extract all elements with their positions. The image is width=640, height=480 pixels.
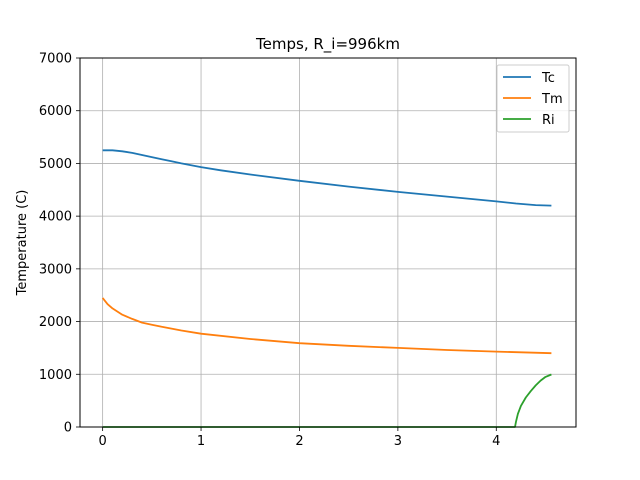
y-tick-label: 7000 xyxy=(39,52,72,67)
legend: Tc Tm Ri xyxy=(496,64,570,133)
x-tick-label: 2 xyxy=(295,434,303,449)
plot-frame xyxy=(79,57,577,428)
grid xyxy=(80,57,576,428)
x-tick-label: 4 xyxy=(492,434,500,449)
legend-box xyxy=(496,64,570,133)
x-tick-label: 1 xyxy=(197,434,205,449)
legend-label-ri: Ri xyxy=(542,113,555,128)
y-tick-label: 6000 xyxy=(39,104,72,119)
y-tick-label: 1000 xyxy=(39,368,72,383)
y-tick-label: 2000 xyxy=(39,315,72,330)
y-tick-label: 3000 xyxy=(39,262,72,277)
x-tick-label: 3 xyxy=(394,434,402,449)
y-tick-label: 0 xyxy=(64,421,72,436)
x-axis: 0 1 2 3 4 xyxy=(98,427,500,449)
y-axis: 0 1000 2000 3000 4000 5000 6000 7000 xyxy=(39,52,80,436)
legend-label-tc: Tc xyxy=(541,71,555,86)
series-line-tm xyxy=(101,297,552,355)
legend-label-tm: Tm xyxy=(541,92,563,107)
chart-title: Temps, R_i=996km xyxy=(255,35,400,54)
series-line-tc xyxy=(102,149,552,207)
y-tick-label: 5000 xyxy=(39,157,72,172)
y-axis-label: Temperature (C) xyxy=(15,190,30,297)
y-tick-label: 4000 xyxy=(39,210,72,225)
series-line-ri xyxy=(102,373,552,428)
series-layer xyxy=(101,149,552,428)
x-tick-label: 0 xyxy=(98,434,106,449)
